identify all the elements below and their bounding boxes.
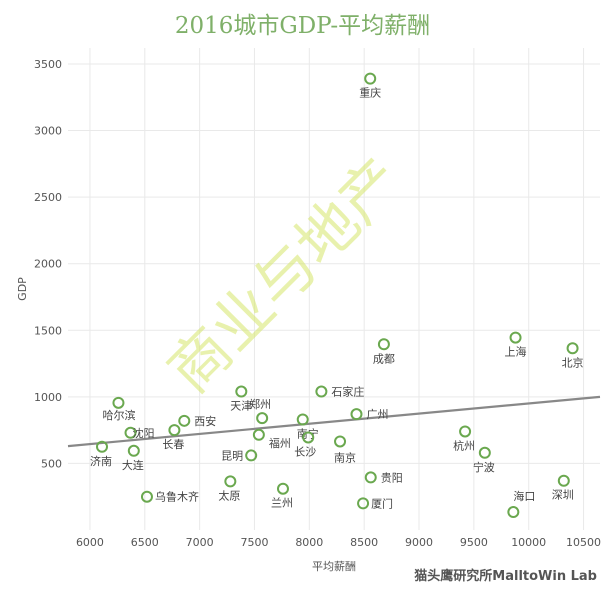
y-tick-label: 500: [41, 457, 62, 470]
data-point: [178, 414, 191, 427]
data-point: [168, 424, 181, 437]
point-label: 长春: [162, 438, 184, 451]
data-point: [478, 446, 491, 459]
point-label: 厦门: [371, 496, 393, 510]
x-axis-title: 平均薪酬: [312, 560, 356, 573]
data-point: [124, 426, 137, 439]
data-point: [357, 497, 370, 510]
y-tick-label: 1000: [34, 391, 62, 404]
point-label: 西安: [194, 414, 216, 428]
x-tick-label: 7500: [240, 536, 268, 549]
data-point: [377, 338, 390, 351]
point-label: 兰州: [271, 497, 293, 510]
chart-title: 2016城市GDP-平均薪酬: [174, 13, 431, 39]
point-label: 福州: [269, 436, 291, 450]
x-tick-label: 9000: [405, 536, 433, 549]
point-label: 上海: [505, 345, 527, 359]
data-point: [302, 431, 315, 444]
point-label: 南京: [334, 450, 356, 464]
x-tick-label: 7000: [186, 536, 214, 549]
data-point: [245, 449, 258, 462]
data-point: [235, 385, 248, 398]
data-point: [112, 396, 125, 409]
point-label: 郑州: [249, 397, 271, 411]
data-point: [140, 490, 153, 503]
data-point: [127, 444, 140, 457]
point-label: 太原: [218, 489, 240, 502]
point-label: 大连: [122, 458, 144, 472]
point-label: 贵阳: [381, 471, 403, 484]
x-tick-label: 10500: [566, 536, 601, 549]
data-point: [364, 471, 377, 484]
point-label: 昆明: [221, 449, 243, 462]
footer-brand: 猫头鹰研究所MalltoWin Lab: [414, 569, 597, 584]
y-tick-label: 3500: [34, 58, 62, 71]
y-tick-label: 1500: [34, 324, 62, 337]
y-tick-label: 2000: [34, 258, 62, 271]
watermark-text: 商业与地产: [155, 145, 417, 407]
point-label: 天津: [230, 400, 252, 413]
point-label: 广州: [366, 408, 388, 421]
data-point: [315, 385, 328, 398]
point-label: 宁波: [473, 460, 495, 474]
x-tick-label: 10000: [511, 536, 546, 549]
x-tick-label: 9500: [460, 536, 488, 549]
data-point: [509, 331, 522, 344]
data-point: [256, 412, 269, 425]
data-point: [224, 475, 237, 488]
data-point: [507, 506, 520, 519]
data-point: [296, 413, 309, 426]
data-point: [96, 440, 109, 453]
data-point: [350, 408, 363, 421]
point-label: 沈阳: [133, 426, 155, 440]
point-label: 杭州: [453, 438, 475, 452]
point-label: 成都: [373, 352, 395, 365]
trend-line: [67, 395, 601, 448]
point-label: 石家庄: [331, 385, 364, 399]
y-tick-label: 2500: [34, 191, 62, 204]
point-label: 海口: [513, 489, 535, 503]
x-tick-label: 8500: [350, 536, 378, 549]
x-tick-label: 6500: [131, 536, 159, 549]
x-tick-label: 6000: [76, 536, 104, 549]
point-label: 北京: [562, 355, 584, 369]
x-tick-label: 8000: [295, 536, 323, 549]
data-point: [334, 435, 347, 448]
point-label: 重庆: [359, 86, 381, 100]
data-point: [557, 474, 570, 487]
point-label: 长沙: [294, 445, 316, 458]
data-point: [566, 342, 579, 355]
data-point: [252, 428, 265, 441]
point-label: 哈尔滨: [102, 408, 135, 422]
point-label: 深圳: [552, 489, 574, 502]
data-point: [364, 72, 377, 85]
point-label: 乌鲁木齐: [155, 490, 199, 504]
y-axis-title: GDP: [16, 277, 29, 301]
point-label: 济南: [90, 454, 112, 468]
y-tick-label: 3000: [34, 125, 62, 138]
data-point: [459, 425, 472, 438]
data-point: [276, 482, 289, 495]
